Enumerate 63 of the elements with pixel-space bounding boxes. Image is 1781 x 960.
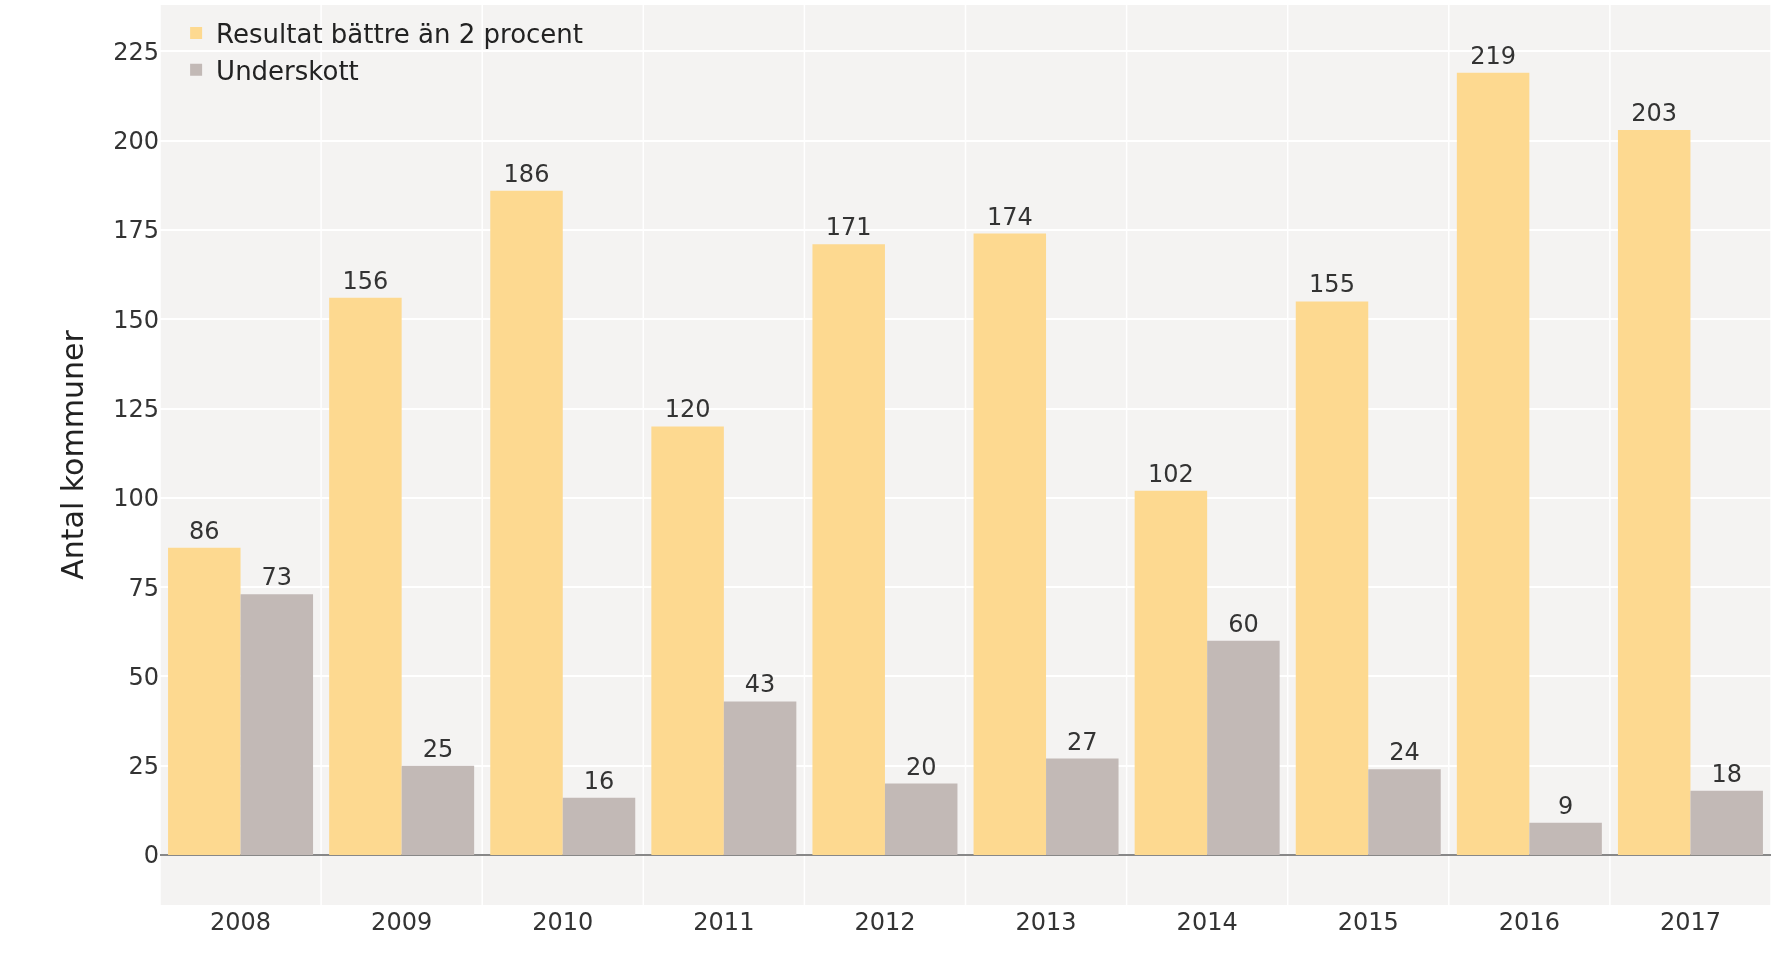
bar [1456, 72, 1530, 855]
data-label: 20 [905, 752, 937, 781]
x-tick-label: 2011 [693, 908, 755, 936]
data-label: 25 [422, 734, 454, 763]
data-label: 43 [744, 670, 776, 699]
x-tick-label: 2009 [371, 908, 433, 936]
x-tick-label: 2016 [1498, 908, 1560, 936]
data-label: 73 [261, 563, 293, 592]
bar [651, 426, 724, 855]
bar [562, 797, 636, 855]
bar [812, 244, 885, 855]
y-tick-label: 125 [113, 394, 159, 423]
bar [884, 783, 958, 855]
y-tick-label: 25 [128, 752, 159, 781]
legend-label: Underskott [216, 55, 359, 86]
y-tick-label: 50 [128, 662, 159, 691]
data-label: 60 [1228, 609, 1259, 638]
bar [1134, 490, 1208, 855]
data-label: 86 [189, 516, 220, 545]
x-tick-label: 2010 [532, 908, 594, 936]
y-tick-label: 0 [143, 841, 159, 870]
y-tick-label: 75 [128, 573, 159, 602]
bar [329, 297, 402, 855]
x-tick-label: 2008 [210, 908, 272, 936]
y-tick-label: 150 [113, 305, 159, 334]
y-tick-label: 100 [113, 484, 159, 513]
bar [401, 765, 475, 855]
x-tick-label: 2012 [854, 908, 916, 936]
bar [1690, 790, 1763, 855]
bar [723, 701, 797, 855]
bar [1295, 301, 1369, 855]
bar [240, 594, 314, 855]
y-axis-title: Antal kommuner [55, 329, 91, 580]
data-label: 27 [1067, 727, 1098, 756]
data-label: 120 [664, 395, 711, 424]
data-label: 102 [1147, 459, 1194, 488]
data-label: 171 [825, 213, 872, 242]
bar [973, 233, 1047, 855]
data-label: 156 [342, 266, 389, 295]
data-label: 16 [583, 766, 615, 795]
data-label: 155 [1309, 270, 1355, 299]
y-tick-label: 225 [113, 37, 159, 66]
bar [1529, 822, 1602, 855]
y-tick-label: 175 [113, 216, 159, 245]
data-label: 219 [1470, 41, 1517, 70]
data-label: 18 [1711, 759, 1742, 788]
data-label: 174 [986, 202, 1033, 231]
data-label: 186 [503, 159, 550, 188]
x-tick-label: 2014 [1176, 908, 1238, 936]
x-tick-label: 2017 [1659, 908, 1721, 936]
x-tick-label: 2013 [1015, 908, 1077, 936]
bar [1368, 769, 1441, 855]
bar [1207, 640, 1280, 855]
y-tick-label: 200 [113, 127, 159, 156]
data-label: 9 [1557, 791, 1574, 820]
x-tick-label: 2015 [1337, 908, 1399, 936]
bar [1046, 758, 1119, 855]
data-label: 24 [1389, 738, 1420, 767]
bar [490, 190, 563, 855]
legend-label: Resultat bättre än 2 procent [216, 19, 584, 50]
bar [1617, 130, 1691, 855]
bar [168, 547, 241, 855]
data-label: 203 [1631, 99, 1678, 127]
